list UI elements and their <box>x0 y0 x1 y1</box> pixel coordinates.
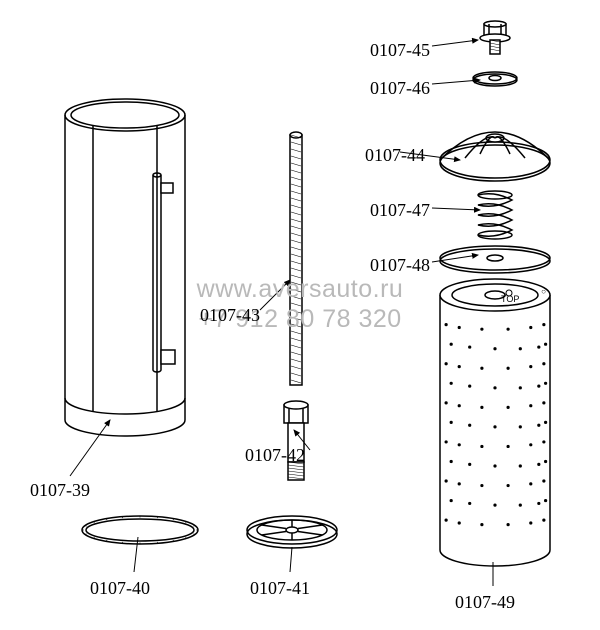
label-0107-48: 0107-48 <box>370 255 430 276</box>
exploded-view-diagram: { "watermark": { "line1": "www.aversauto… <box>0 0 600 630</box>
label-0107-42: 0107-42 <box>245 445 305 466</box>
label-0107-44: 0107-44 <box>365 145 425 166</box>
label-0107-39: 0107-39 <box>30 480 90 501</box>
label-0107-41: 0107-41 <box>250 578 310 599</box>
label-0107-47: 0107-47 <box>370 200 430 221</box>
label-0107-46: 0107-46 <box>370 78 430 99</box>
label-0107-43: 0107-43 <box>200 305 260 326</box>
label-0107-45: 0107-45 <box>370 40 430 61</box>
label-0107-40: 0107-40 <box>90 578 150 599</box>
label-0107-49: 0107-49 <box>455 592 515 613</box>
svg-text:○: ○ <box>541 287 546 296</box>
line-art: TOP○ <box>0 0 600 630</box>
